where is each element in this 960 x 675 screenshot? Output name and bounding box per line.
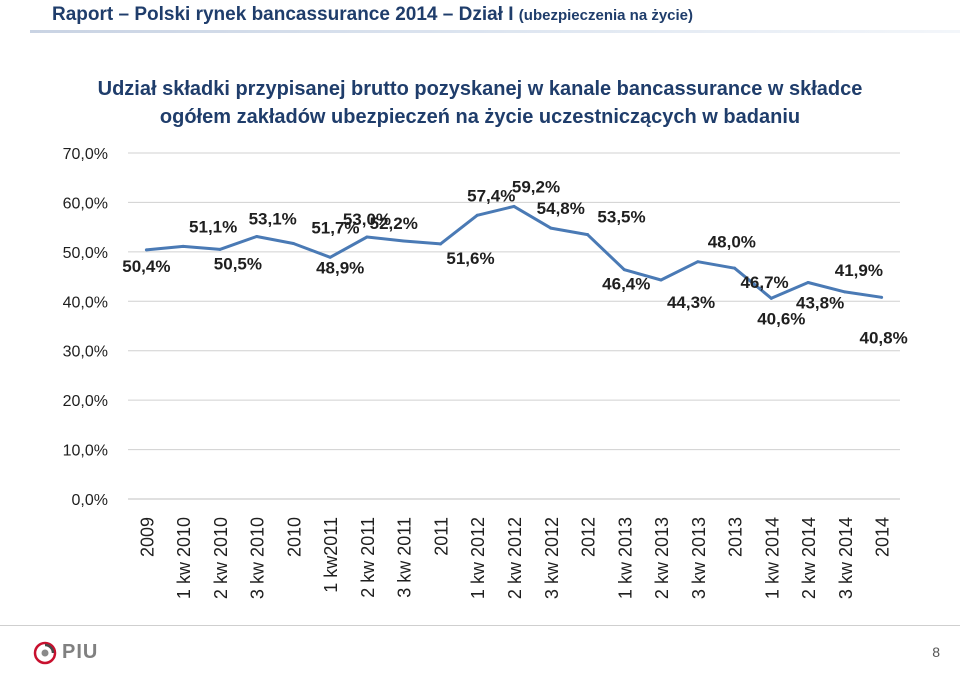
y-tick-label: 60,0% <box>63 195 108 212</box>
x-tick-label: 1 kw 2012 <box>468 517 488 599</box>
x-tick-label: 1 kw 2014 <box>762 517 782 599</box>
data-point <box>328 255 332 259</box>
data-label: 44,3% <box>667 293 715 312</box>
x-tick-label: 2 kw 2013 <box>652 517 672 599</box>
report-header: Raport – Polski rynek bancassurance 2014… <box>0 0 960 34</box>
x-tick-label: 2011 <box>431 517 451 556</box>
x-tick-label: 3 kw 2010 <box>248 517 268 599</box>
data-point <box>402 239 406 243</box>
x-tick-label: 2009 <box>137 517 157 557</box>
data-label: 57,4% <box>467 186 515 205</box>
data-point <box>218 247 222 251</box>
y-tick-label: 70,0% <box>63 146 108 163</box>
data-label: 43,8% <box>796 294 844 313</box>
data-label: 46,4% <box>602 275 650 294</box>
data-point <box>843 290 847 294</box>
data-point <box>733 266 737 270</box>
data-point <box>622 268 626 272</box>
x-tick-label: 2 kw 2014 <box>799 517 819 599</box>
report-title-subtitle: (ubezpieczenia na życie) <box>518 7 694 24</box>
data-point <box>512 204 516 208</box>
data-label: 53,5% <box>597 208 645 227</box>
y-tick-label: 50,0% <box>63 245 108 262</box>
y-tick-label: 0,0% <box>72 492 108 509</box>
x-tick-label: 3 kw 2011 <box>395 517 415 598</box>
data-label: 51,7% <box>311 218 359 237</box>
x-tick-label: 2 kw 2010 <box>211 517 231 599</box>
x-tick-label: 3 kw 2012 <box>542 517 562 599</box>
x-tick-label: 3 kw 2013 <box>689 517 709 599</box>
data-point <box>696 260 700 264</box>
data-label: 59,2% <box>512 177 560 196</box>
data-label: 52,2% <box>370 214 418 233</box>
data-point <box>144 248 148 252</box>
x-tick-label: 2 kw 2011 <box>358 517 378 598</box>
data-point <box>806 281 810 285</box>
x-tick-label: 1 kw2011 <box>321 517 341 593</box>
x-tick-label: 2012 <box>579 517 599 557</box>
x-tick-label: 3 kw 2014 <box>836 517 856 599</box>
chart-title-line2: ogółem zakładów ubezpieczeń na życie ucz… <box>159 106 801 128</box>
data-label: 53,0% <box>343 210 391 229</box>
data-label: 40,6% <box>757 309 805 328</box>
data-label: 48,0% <box>708 233 756 252</box>
data-point <box>659 278 663 282</box>
line-chart: 0,0% 10,0% 20,0% 30,0% 40,0% 50,0% 60,0% 70,0% 2… <box>63 146 908 599</box>
data-label: 41,9% <box>835 261 883 280</box>
header-divider <box>30 30 960 33</box>
x-tick-label: 2013 <box>726 517 746 557</box>
footer-divider <box>0 625 960 626</box>
data-point <box>365 235 369 239</box>
x-tick-label: 1 kw 2010 <box>174 517 194 599</box>
chart-title: Udział składki przypisanej brutto pozysk… <box>60 75 900 131</box>
report-title-main: Raport – Polski rynek bancassurance 2014… <box>52 4 514 25</box>
data-point <box>291 241 295 245</box>
data-point <box>880 295 884 299</box>
piu-logo-text: PIU <box>62 641 99 663</box>
data-label: 51,1% <box>189 217 237 236</box>
chart-title-line1: Udział składki przypisanej brutto pozysk… <box>97 78 863 100</box>
data-label: 40,8% <box>860 328 908 347</box>
data-point <box>475 213 479 217</box>
y-tick-label: 20,0% <box>63 393 108 410</box>
report-header-title: Raport – Polski rynek bancassurance 2014… <box>52 4 693 26</box>
data-label: 50,5% <box>214 254 262 273</box>
y-tick-label: 40,0% <box>63 294 108 311</box>
data-label: 54,8% <box>537 199 585 218</box>
data-point <box>255 235 259 239</box>
data-label: 46,7% <box>740 273 788 292</box>
piu-logo-icon <box>33 641 57 665</box>
data-point <box>586 233 590 237</box>
y-tick-label: 30,0% <box>63 344 108 361</box>
data-point <box>438 242 442 246</box>
data-label: 48,9% <box>316 258 364 277</box>
page-number: 8 <box>932 644 940 660</box>
data-label: 53,1% <box>249 210 297 229</box>
data-point <box>549 226 553 230</box>
x-tick-label: 2 kw 2012 <box>505 517 525 599</box>
data-point <box>181 244 185 248</box>
data-point <box>769 296 773 300</box>
x-tick-label: 2014 <box>873 517 893 557</box>
data-label: 50,4% <box>122 257 170 276</box>
data-label: 51,6% <box>446 249 494 268</box>
y-tick-label: 10,0% <box>63 443 108 460</box>
x-tick-label: 2010 <box>284 517 304 557</box>
x-tick-label: 1 kw 2013 <box>615 517 635 599</box>
